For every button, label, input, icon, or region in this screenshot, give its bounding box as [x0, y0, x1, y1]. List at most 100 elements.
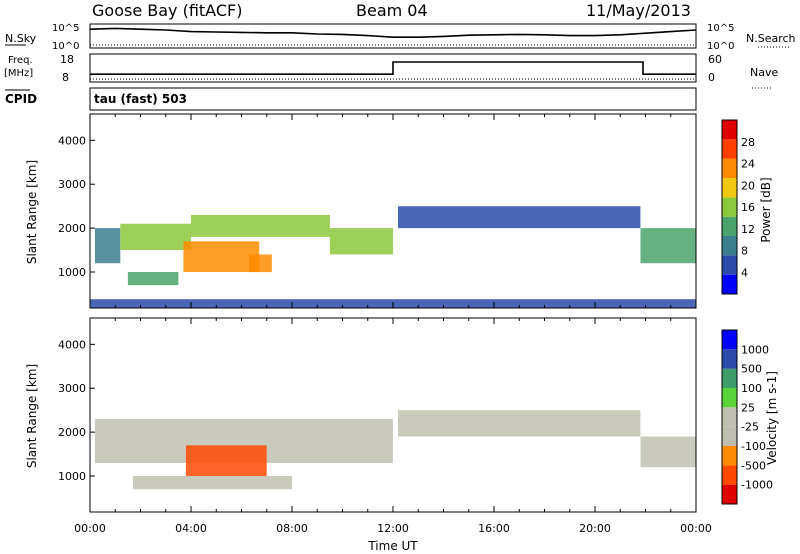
velocity-y-axis-label: Slant Range [km]: [25, 364, 39, 468]
cpid-value: tau (fast) 503: [94, 92, 187, 106]
noise-panel-frame: [89, 23, 697, 49]
x-tick-label-4: 16:00: [478, 522, 510, 535]
date-title: 11/May/2013: [586, 1, 691, 20]
power-ytick-label-0: 4000: [58, 134, 86, 147]
power-ytick-label-2: 2000: [58, 222, 86, 235]
velocity-colorbar: 1000 500 100 25 -25 -100 -500 -1000: [721, 329, 773, 505]
x-tick-label-1: 04:00: [175, 522, 207, 535]
velocity-colorbar-tick-1: 500: [741, 363, 762, 376]
cpid-panel-frame: [89, 87, 697, 111]
power-x-ticks: [89, 114, 697, 308]
power-colorbar-cell-5: [722, 178, 737, 198]
power-colorbar-label: Power [dB]: [759, 177, 773, 242]
velocity-colorbar-tick-3: 25: [741, 401, 755, 414]
station-title: Goose Bay (fitACF): [92, 1, 242, 20]
power-colorbar-cell-2: [722, 236, 737, 256]
velocity-colorbar-cell-8: [722, 330, 737, 350]
power-colorbar-tick-2: 20: [741, 179, 755, 192]
power-region-6: [249, 254, 272, 273]
power-colorbar-tick-0: 28: [741, 136, 755, 149]
x-axis-tick-labels: 00:00 04:00 08:00 12:00 16:00 20:00 00:00: [74, 522, 712, 535]
velocity-colorbar-cell-7: [722, 349, 737, 369]
velocity-region-4: [640, 436, 696, 468]
power-colorbar-cell-1: [722, 255, 737, 275]
x-tick-label-5: 20:00: [579, 522, 611, 535]
velocity-colorbar-tick-4: -25: [741, 421, 759, 434]
power-y-axis-label: Slant Range [km]: [25, 160, 39, 264]
power-region-4: [329, 228, 393, 255]
velocity-colorbar-tick-7: -1000: [741, 479, 773, 492]
power-colorbar-cell-8: [722, 120, 737, 140]
freq-series: [90, 61, 696, 75]
x-axis-label: Time UT: [367, 539, 418, 553]
n-sky-series: [89, 27, 697, 38]
x-tick-label-6: 00:00: [680, 522, 712, 535]
power-region-5: [127, 272, 179, 286]
velocity-region-1: [185, 445, 267, 476]
cpid-label: CPID: [5, 92, 37, 106]
freq-tick-bottom: 8: [62, 71, 69, 84]
power-colorbar-tick-6: 4: [741, 266, 748, 279]
velocity-colorbar-frame: [721, 329, 738, 505]
power-ytick-label-1: 3000: [58, 178, 86, 191]
velocity-colorbar-cell-5: [722, 388, 737, 408]
freq-tick-top: 18: [60, 53, 74, 66]
n-sky-tick-top: 10^5: [52, 23, 79, 34]
nave-tick-bottom: 0: [708, 71, 715, 84]
power-colorbar-cell-3: [722, 216, 737, 236]
velocity-region-2: [132, 476, 292, 490]
velocity-colorbar-cell-4: [722, 407, 737, 427]
power-colorbar-frame: [721, 119, 738, 295]
n-search-label: N.Search: [746, 32, 796, 45]
noise-panel: N.Sky 10^5 10^0 10^5 10^0 N.Search: [5, 23, 796, 52]
power-colorbar-cell-0: [722, 274, 737, 294]
velocity-data-cells: [95, 410, 696, 490]
velocity-colorbar-label: Velocity [m s-1]: [765, 371, 779, 465]
beam-title: Beam 04: [356, 1, 428, 20]
power-region-8: [640, 228, 696, 264]
freq-panel-frame: [89, 53, 697, 83]
velocity-panel: 4000 3000 2000 1000 Slant Range [km] 1000 50…: [25, 317, 779, 513]
freq-unit: [MHz]: [4, 68, 33, 79]
velocity-y-ticks: 4000 3000 2000 1000: [58, 338, 95, 483]
power-region-7: [398, 206, 641, 229]
velocity-x-ticks: [89, 318, 697, 512]
n-sky-tick-bottom: 10^0: [52, 41, 79, 52]
nave-tick-top: 60: [708, 53, 722, 66]
freq-label: Freq.: [8, 55, 33, 66]
power-colorbar-tick-4: 12: [741, 223, 755, 236]
velocity-colorbar-tick-0: 1000: [741, 343, 769, 356]
power-ytick-label-3: 1000: [58, 266, 86, 279]
velocity-colorbar-cell-3: [722, 426, 737, 446]
power-colorbar-tick-5: 8: [741, 245, 748, 258]
velocity-colorbar-cell-2: [722, 446, 737, 466]
power-data-cells: [90, 206, 696, 308]
power-region-2: [183, 241, 260, 272]
n-sky-label: N.Sky: [5, 32, 37, 45]
velocity-colorbar-cell-0: [722, 484, 737, 504]
x-tick-label-3: 12:00: [377, 522, 409, 535]
power-colorbar-cell-4: [722, 197, 737, 217]
velocity-region-3: [398, 410, 641, 437]
nave-label: Nave: [750, 66, 778, 79]
velocity-colorbar-cell-6: [722, 368, 737, 388]
n-search-tick-top: 10^5: [707, 23, 734, 34]
power-panel: 4000 3000 2000 1000 Slant Range [km] 28 24 20…: [25, 113, 773, 309]
power-colorbar-tick-1: 24: [741, 158, 755, 171]
power-colorbar-tick-3: 16: [741, 201, 755, 214]
velocity-colorbar-tick-6: -500: [741, 459, 766, 472]
velocity-colorbar-cell-1: [722, 465, 737, 485]
x-tick-label-2: 08:00: [276, 522, 308, 535]
power-y-ticks: 4000 3000 2000 1000: [58, 134, 95, 279]
velocity-ytick-label-0: 4000: [58, 338, 86, 351]
power-colorbar-cell-6: [722, 158, 737, 178]
n-search-tick-bottom: 10^0: [707, 41, 734, 52]
velocity-ytick-label-3: 1000: [58, 470, 86, 483]
velocity-colorbar-tick-2: 100: [741, 382, 762, 395]
power-region-0: [95, 228, 121, 264]
power-colorbar-cell-7: [722, 139, 737, 159]
freq-panel: Freq. [MHz] 18 8 60 0 Nave: [4, 53, 778, 89]
velocity-colorbar-tick-5: -100: [741, 440, 766, 453]
x-tick-label-0: 00:00: [74, 522, 106, 535]
